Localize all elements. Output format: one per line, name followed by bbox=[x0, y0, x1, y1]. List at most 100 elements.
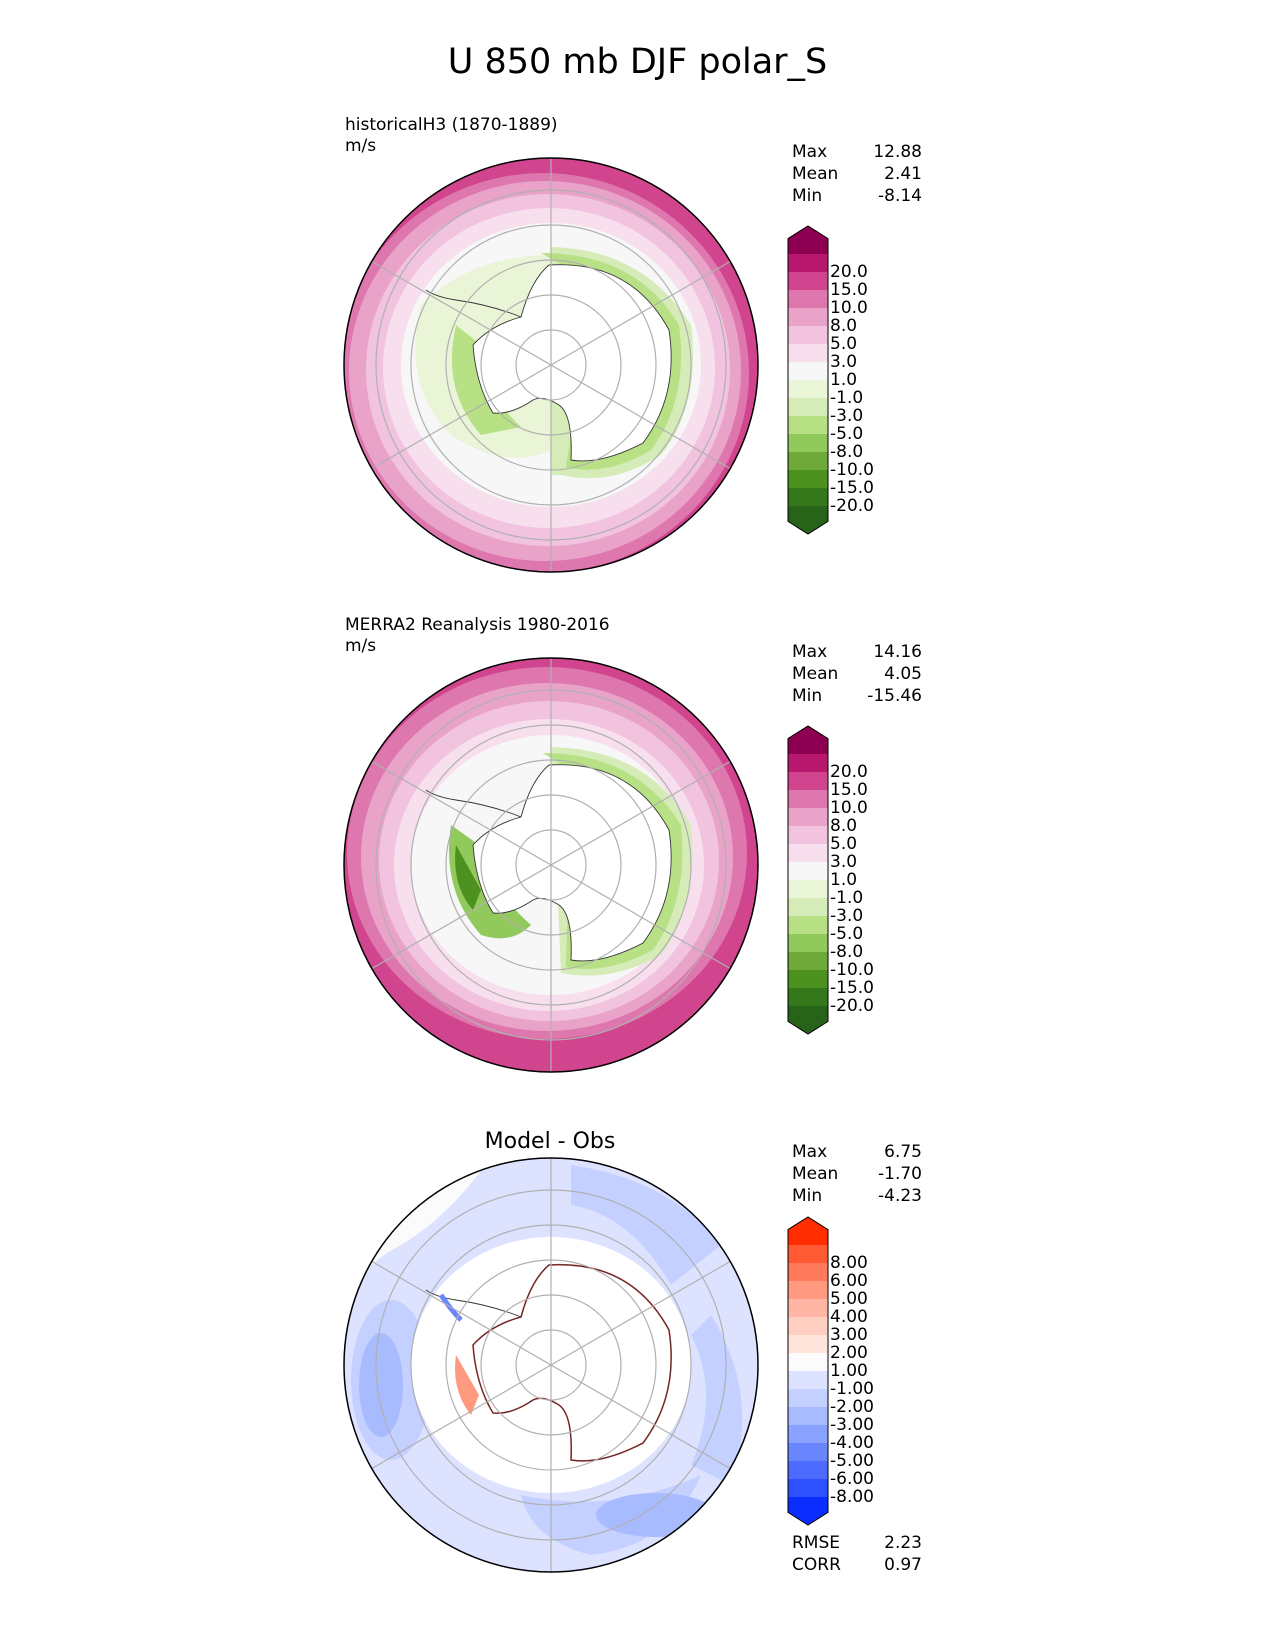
colorbar-band bbox=[788, 1479, 828, 1498]
colorbar-tick-label: -20.0 bbox=[830, 995, 874, 1016]
colorbar-band bbox=[788, 344, 828, 363]
colorbar-band bbox=[788, 1299, 828, 1318]
panel1-title: historicalH3 (1870-1889) m/s bbox=[345, 115, 558, 157]
colorbar-tick-label: 3.0 bbox=[830, 351, 858, 372]
colorbar-band bbox=[788, 916, 828, 935]
colorbar-band bbox=[788, 1443, 828, 1462]
colorbar-tick-label: -3.0 bbox=[830, 405, 864, 426]
colorbar-band bbox=[788, 452, 828, 471]
colorbar-tick-label: -8.0 bbox=[830, 441, 864, 462]
colorbar-outline bbox=[787, 225, 829, 535]
max-label: Max bbox=[792, 642, 828, 662]
colorbar-band bbox=[788, 362, 828, 381]
colorbar-tick-label: -5.0 bbox=[830, 923, 864, 944]
colorbar-tick-label: 3.00 bbox=[830, 1324, 868, 1345]
max-label: Max bbox=[792, 142, 828, 162]
colorbar-tick-label: 8.00 bbox=[830, 1252, 868, 1273]
colorbar-tick-label: -3.0 bbox=[830, 905, 864, 926]
colorbar-tick-label: 20.0 bbox=[830, 761, 868, 782]
colorbar-band bbox=[788, 1263, 828, 1282]
colorbar-tick-label: 10.0 bbox=[830, 297, 868, 318]
mean-value: 4.05 bbox=[884, 664, 922, 684]
max-value: 6.75 bbox=[884, 1142, 922, 1162]
colorbar-band bbox=[788, 988, 828, 1007]
min-label: Min bbox=[792, 186, 823, 206]
panel1-polar-map bbox=[343, 157, 759, 573]
colorbar-tick-label: -15.0 bbox=[830, 477, 874, 498]
colorbar-band bbox=[788, 380, 828, 399]
corr-value: 0.97 bbox=[884, 1555, 922, 1575]
panel3-stats: Max 6.75 Mean -1.70 Min -4.23 bbox=[792, 1141, 922, 1207]
colorbar-band bbox=[788, 1389, 828, 1408]
colorbar-band bbox=[788, 1281, 828, 1300]
colorbar-tick-label: 5.00 bbox=[830, 1288, 868, 1309]
colorbar-tick-label: 20.0 bbox=[830, 261, 868, 282]
max-value: 14.16 bbox=[873, 642, 922, 662]
colorbar-tick-label: 5.0 bbox=[830, 333, 858, 354]
colorbar-tick-label: 3.0 bbox=[830, 851, 858, 872]
colorbar-band bbox=[788, 308, 828, 327]
mean-label: Mean bbox=[792, 164, 839, 184]
colorbar-tick-label: -8.00 bbox=[830, 1486, 874, 1507]
colorbar-band bbox=[788, 1335, 828, 1354]
colorbar-tick-label: 1.0 bbox=[830, 369, 858, 390]
max-value: 12.88 bbox=[873, 142, 922, 162]
colorbar-tick-label: -8.0 bbox=[830, 941, 864, 962]
colorbar-band bbox=[788, 254, 828, 273]
colorbar-band bbox=[788, 470, 828, 489]
colorbar-outline bbox=[787, 725, 829, 1035]
colorbar-band bbox=[788, 1245, 828, 1264]
colorbar-band bbox=[788, 1461, 828, 1480]
colorbar-tick-label: 1.0 bbox=[830, 869, 858, 890]
min-value: -8.14 bbox=[878, 186, 922, 206]
colorbar-tick-label: 15.0 bbox=[830, 279, 868, 300]
mean-label: Mean bbox=[792, 1164, 839, 1184]
colorbar-band bbox=[788, 1317, 828, 1336]
colorbar-band bbox=[788, 290, 828, 309]
colorbar-band bbox=[788, 970, 828, 989]
colorbar-band bbox=[788, 754, 828, 773]
colorbar-tick-label: 8.0 bbox=[830, 315, 858, 336]
colorbar-tick-label: -10.0 bbox=[830, 959, 874, 980]
colorbar-band bbox=[788, 1425, 828, 1444]
max-label: Max bbox=[792, 1142, 828, 1162]
corr-label: CORR bbox=[792, 1555, 841, 1575]
panel2-stats: Max 14.16 Mean 4.05 Min -15.46 bbox=[792, 641, 922, 707]
panel1-dataset-label: historicalH3 (1870-1889) bbox=[345, 115, 558, 135]
colorbar-tick-label: 5.0 bbox=[830, 833, 858, 854]
colorbar-tick-label: -1.0 bbox=[830, 887, 864, 908]
panel3-polar-map bbox=[343, 1157, 759, 1573]
panel3-metrics: RMSE 2.23 CORR 0.97 bbox=[792, 1532, 922, 1576]
colorbar-extend-max bbox=[788, 226, 828, 254]
colorbar-tick-label: -1.0 bbox=[830, 387, 864, 408]
colorbar-tick-label: 10.0 bbox=[830, 797, 868, 818]
colorbar-tick-label: -5.0 bbox=[830, 423, 864, 444]
mean-label: Mean bbox=[792, 664, 839, 684]
colorbar-band bbox=[788, 434, 828, 453]
colorbar-band bbox=[788, 808, 828, 827]
panel2-title: MERRA2 Reanalysis 1980-2016 m/s bbox=[345, 615, 610, 657]
colorbar-band bbox=[788, 488, 828, 507]
colorbar-tick-label: -4.00 bbox=[830, 1432, 874, 1453]
colorbar-tick-label: -3.00 bbox=[830, 1414, 874, 1435]
colorbar-tick-label: -1.00 bbox=[830, 1378, 874, 1399]
colorbar-tick-label: 15.0 bbox=[830, 779, 868, 800]
colorbar-band bbox=[788, 398, 828, 417]
colorbar-band bbox=[788, 952, 828, 971]
colorbar-tick-label: 6.00 bbox=[830, 1270, 868, 1291]
colorbar-extend-max bbox=[788, 726, 828, 754]
colorbar-band bbox=[788, 880, 828, 899]
panel1-stats: Max 12.88 Mean 2.41 Min -8.14 bbox=[792, 141, 922, 207]
mean-value: 2.41 bbox=[884, 164, 922, 184]
min-label: Min bbox=[792, 686, 823, 706]
colorbar-tick-label: -2.00 bbox=[830, 1396, 874, 1417]
panel3-title: Model - Obs bbox=[484, 1129, 616, 1154]
colorbar-tick-label: 4.00 bbox=[830, 1306, 868, 1327]
panel1-units-label: m/s bbox=[345, 136, 377, 156]
rmse-label: RMSE bbox=[792, 1533, 841, 1553]
colorbar-band bbox=[788, 862, 828, 881]
colorbar-tick-label: -5.00 bbox=[830, 1450, 874, 1471]
colorbar-band bbox=[788, 772, 828, 791]
colorbar-extend-min bbox=[788, 506, 828, 534]
colorbar-band bbox=[788, 790, 828, 809]
